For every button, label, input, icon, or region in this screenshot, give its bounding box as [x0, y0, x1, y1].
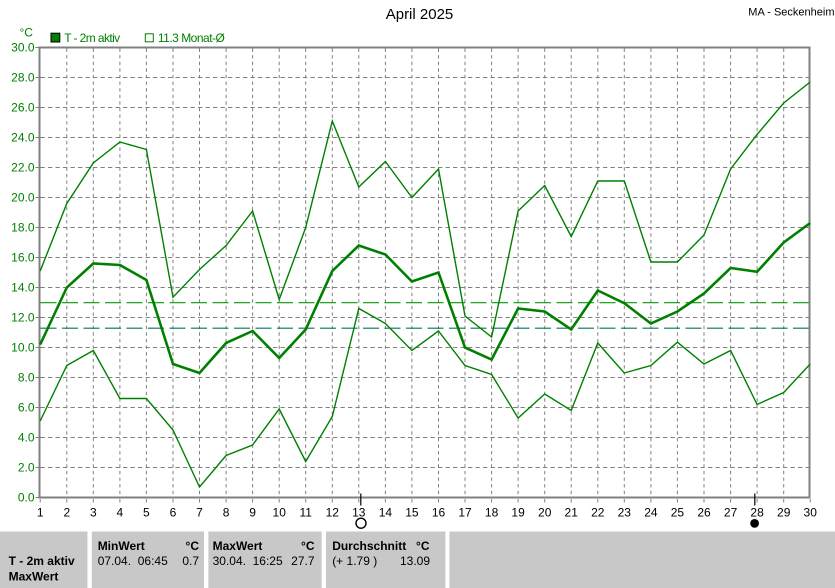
svg-text:9: 9 — [249, 506, 256, 520]
svg-text:2: 2 — [63, 506, 70, 520]
svg-text:16: 16 — [432, 506, 446, 520]
svg-text:7: 7 — [196, 506, 203, 520]
svg-text:24: 24 — [644, 506, 658, 520]
svg-text:12.0: 12.0 — [11, 311, 35, 325]
svg-text:°C: °C — [20, 26, 34, 40]
svg-text:28.0: 28.0 — [11, 71, 35, 85]
svg-text:30.0: 30.0 — [11, 41, 35, 55]
svg-text:10: 10 — [273, 506, 287, 520]
svg-text:24.0: 24.0 — [11, 131, 35, 145]
svg-text:25: 25 — [671, 506, 685, 520]
svg-text:MaxWert: MaxWert — [9, 570, 59, 584]
svg-text:°C: °C — [416, 539, 430, 553]
svg-text:18.0: 18.0 — [11, 221, 35, 235]
svg-text:T - 2m aktiv: T - 2m aktiv — [64, 31, 120, 45]
svg-text:22.0: 22.0 — [11, 161, 35, 175]
svg-text:14.0: 14.0 — [11, 281, 35, 295]
svg-text:10.0: 10.0 — [11, 341, 35, 355]
svg-text:4.0: 4.0 — [18, 431, 35, 445]
svg-text:11.3 Monat-Ø: 11.3 Monat-Ø — [158, 31, 225, 45]
svg-text:28: 28 — [750, 506, 764, 520]
svg-text:April 2025: April 2025 — [386, 6, 454, 23]
svg-text:°C: °C — [186, 539, 200, 553]
svg-text:MaxWert: MaxWert — [213, 539, 263, 553]
svg-text:5: 5 — [143, 506, 150, 520]
svg-text:23: 23 — [618, 506, 632, 520]
svg-text:T - 2m aktiv: T - 2m aktiv — [9, 554, 75, 568]
svg-text:6: 6 — [170, 506, 177, 520]
svg-text:6.0: 6.0 — [18, 401, 35, 415]
svg-text:20.0: 20.0 — [11, 191, 35, 205]
svg-text:19: 19 — [511, 506, 525, 520]
svg-text:20: 20 — [538, 506, 552, 520]
svg-text:07.04. 06:45: 07.04. 06:45 — [98, 554, 168, 568]
svg-text:14: 14 — [379, 506, 393, 520]
svg-text:°C: °C — [301, 539, 315, 553]
svg-text:3: 3 — [90, 506, 97, 520]
svg-text:30.04. 16:25: 30.04. 16:25 — [213, 554, 283, 568]
svg-text:13: 13 — [352, 506, 366, 520]
svg-text:0.7: 0.7 — [182, 554, 199, 568]
svg-text:16.0: 16.0 — [11, 251, 35, 265]
svg-text:1: 1 — [37, 506, 44, 520]
svg-text:30: 30 — [804, 506, 818, 520]
svg-text:11: 11 — [299, 506, 312, 520]
svg-text:27: 27 — [724, 506, 738, 520]
svg-text:26.0: 26.0 — [11, 101, 35, 115]
svg-text:27.7: 27.7 — [291, 554, 315, 568]
svg-text:0.0: 0.0 — [18, 491, 35, 505]
svg-text:21: 21 — [565, 506, 579, 520]
svg-text:17: 17 — [458, 506, 472, 520]
svg-text:8.0: 8.0 — [18, 371, 35, 385]
svg-text:Durchschnitt: Durchschnitt — [332, 539, 406, 553]
svg-text:MA - Seckenheim: MA - Seckenheim — [748, 7, 834, 19]
svg-text:2.0: 2.0 — [18, 461, 35, 475]
svg-text:22: 22 — [591, 506, 605, 520]
svg-text:MinWert: MinWert — [98, 539, 145, 553]
svg-text:18: 18 — [485, 506, 499, 520]
svg-text:8: 8 — [223, 506, 230, 520]
svg-text:26: 26 — [697, 506, 711, 520]
svg-text:4: 4 — [117, 506, 124, 520]
svg-text:29: 29 — [777, 506, 791, 520]
svg-text:(+ 1.79 ): (+ 1.79 ) — [332, 554, 377, 568]
svg-text:13.09: 13.09 — [400, 554, 430, 568]
svg-text:12: 12 — [326, 506, 340, 520]
svg-text:15: 15 — [405, 506, 419, 520]
